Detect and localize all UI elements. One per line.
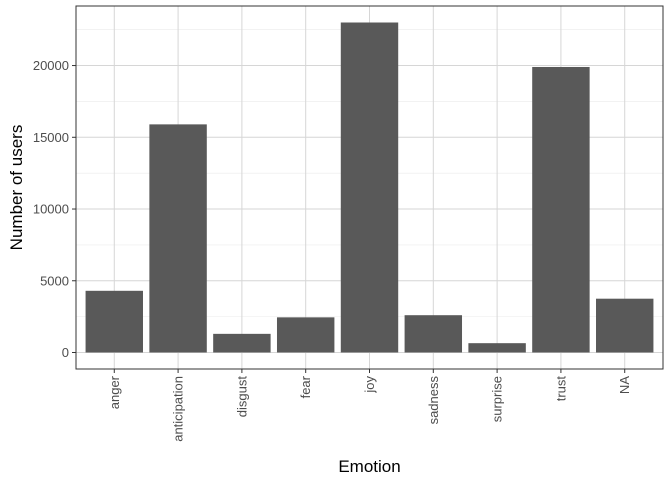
x-tick-label: NA (617, 376, 632, 394)
bar-trust (532, 66, 590, 353)
x-tick-label: fear (298, 375, 313, 398)
x-tick-label: trust (553, 376, 568, 402)
bar-sadness (404, 315, 463, 353)
x-tick-label: joy (362, 376, 377, 394)
y-tick-label: 20000 (33, 58, 69, 73)
y-tick-label: 10000 (33, 202, 69, 217)
x-tick-label: anticipation (171, 376, 186, 442)
y-tick-label: 15000 (33, 130, 69, 145)
bar-anger (85, 290, 143, 353)
x-axis: anger anticipation disgust fear joy sadness su… (107, 369, 632, 442)
x-tick-label: sadness (426, 376, 441, 425)
y-tick-label: 5000 (40, 273, 69, 288)
x-tick-label: anger (107, 375, 122, 409)
bar-disgust (213, 333, 271, 353)
bar-fear (276, 317, 335, 353)
bars (85, 22, 654, 353)
y-tick-label: 0 (62, 345, 69, 360)
y-axis: 0 5000 10000 15000 20000 (33, 58, 76, 360)
x-tick-label: disgust (234, 376, 249, 418)
x-axis-title: Emotion (338, 457, 400, 476)
y-axis-title: Number of users (7, 125, 26, 251)
bar-anticipation (149, 124, 207, 353)
x-tick-label: surprise (490, 376, 505, 422)
bar-na (596, 298, 654, 353)
bar-surprise (468, 343, 526, 353)
bar-joy (340, 22, 399, 353)
